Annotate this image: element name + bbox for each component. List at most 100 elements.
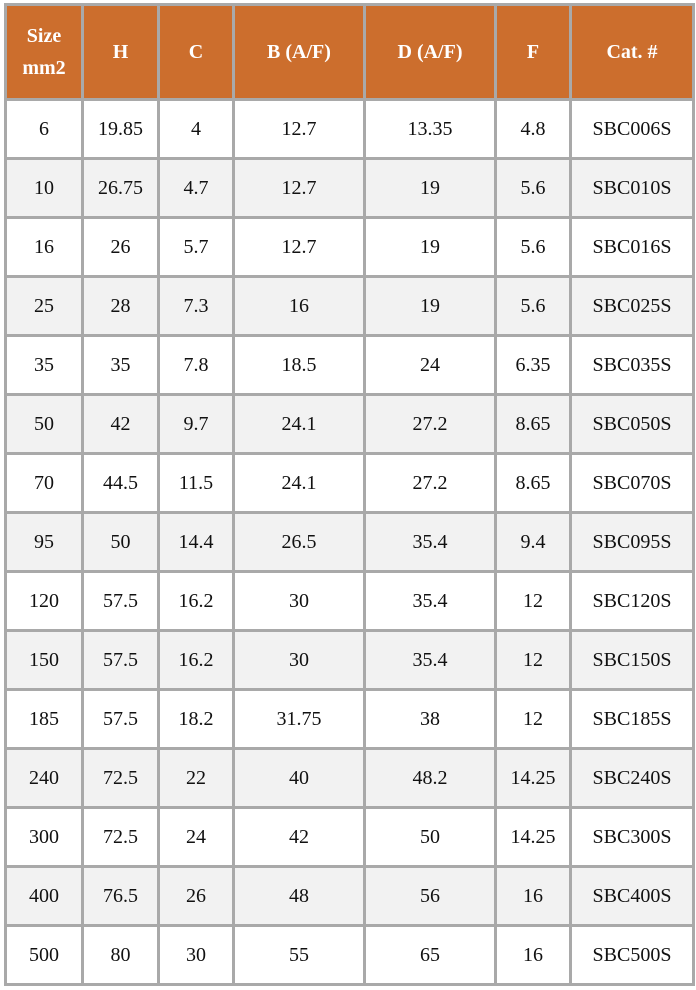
cell-cat: SBC150S: [569, 629, 695, 691]
header-size-line2: mm2: [22, 57, 66, 79]
cell-c: 30: [157, 924, 235, 986]
cell-b: 12.7: [232, 216, 366, 278]
cell-size: 240: [4, 747, 84, 809]
cell-h: 44.5: [81, 452, 160, 514]
cell-f: 5.6: [494, 157, 572, 219]
cell-c: 5.7: [157, 216, 235, 278]
specs-table: Size mm2 H C B (A/F) D (A/F) F Cat. # 6 19…: [4, 3, 695, 986]
cell-h: 19.85: [81, 98, 160, 160]
header-f: F: [494, 3, 572, 101]
table-row: 185 57.5 18.2 31.75 38 12 SBC185S: [4, 688, 695, 750]
cell-size: 25: [4, 275, 84, 337]
cell-h: 80: [81, 924, 160, 986]
table-row: 240 72.5 22 40 48.2 14.25 SBC240S: [4, 747, 695, 809]
cell-h: 76.5: [81, 865, 160, 927]
cell-f: 4.8: [494, 98, 572, 160]
cell-b: 12.7: [232, 98, 366, 160]
cell-b: 16: [232, 275, 366, 337]
table-row: 35 35 7.8 18.5 24 6.35 SBC035S: [4, 334, 695, 396]
cell-d: 19: [363, 216, 497, 278]
cell-h: 50: [81, 511, 160, 573]
cell-b: 30: [232, 629, 366, 691]
cell-size: 10: [4, 157, 84, 219]
cell-h: 35: [81, 334, 160, 396]
header-size-line1: Size: [26, 25, 62, 47]
cell-f: 14.25: [494, 747, 572, 809]
cell-cat: SBC240S: [569, 747, 695, 809]
cell-b: 24.1: [232, 452, 366, 514]
cell-c: 16.2: [157, 570, 235, 632]
cell-f: 8.65: [494, 452, 572, 514]
table-row: 500 80 30 55 65 16 SBC500S: [4, 924, 695, 986]
cell-b: 26.5: [232, 511, 366, 573]
table-row: 10 26.75 4.7 12.7 19 5.6 SBC010S: [4, 157, 695, 219]
cell-h: 57.5: [81, 688, 160, 750]
cell-size: 16: [4, 216, 84, 278]
cell-f: 12: [494, 570, 572, 632]
cell-cat: SBC500S: [569, 924, 695, 986]
cell-cat: SBC025S: [569, 275, 695, 337]
table-row: 300 72.5 24 42 50 14.25 SBC300S: [4, 806, 695, 868]
cell-c: 9.7: [157, 393, 235, 455]
table-row: 150 57.5 16.2 30 35.4 12 SBC150S: [4, 629, 695, 691]
cell-d: 35.4: [363, 570, 497, 632]
cell-c: 16.2: [157, 629, 235, 691]
cell-h: 57.5: [81, 570, 160, 632]
cell-h: 72.5: [81, 806, 160, 868]
cell-b: 12.7: [232, 157, 366, 219]
cell-b: 55: [232, 924, 366, 986]
cell-d: 27.2: [363, 452, 497, 514]
header-size: Size mm2: [4, 3, 84, 101]
cell-cat: SBC010S: [569, 157, 695, 219]
cell-size: 300: [4, 806, 84, 868]
cell-cat: SBC300S: [569, 806, 695, 868]
cell-size: 95: [4, 511, 84, 573]
cell-d: 13.35: [363, 98, 497, 160]
header-b: B (A/F): [232, 3, 366, 101]
cell-b: 48: [232, 865, 366, 927]
cell-f: 9.4: [494, 511, 572, 573]
cell-f: 16: [494, 924, 572, 986]
cell-c: 22: [157, 747, 235, 809]
cell-c: 7.8: [157, 334, 235, 396]
table-row: 6 19.85 4 12.7 13.35 4.8 SBC006S: [4, 98, 695, 160]
cell-c: 4: [157, 98, 235, 160]
cell-b: 30: [232, 570, 366, 632]
cell-cat: SBC016S: [569, 216, 695, 278]
header-c: C: [157, 3, 235, 101]
cell-h: 26: [81, 216, 160, 278]
cell-cat: SBC050S: [569, 393, 695, 455]
cell-size: 70: [4, 452, 84, 514]
cell-size: 50: [4, 393, 84, 455]
cell-f: 8.65: [494, 393, 572, 455]
cell-size: 500: [4, 924, 84, 986]
cell-cat: SBC095S: [569, 511, 695, 573]
cell-d: 48.2: [363, 747, 497, 809]
cell-b: 40: [232, 747, 366, 809]
table-row: 50 42 9.7 24.1 27.2 8.65 SBC050S: [4, 393, 695, 455]
cell-h: 72.5: [81, 747, 160, 809]
cell-d: 19: [363, 157, 497, 219]
cell-size: 120: [4, 570, 84, 632]
table-row: 400 76.5 26 48 56 16 SBC400S: [4, 865, 695, 927]
header-cat: Cat. #: [569, 3, 695, 101]
table-row: 95 50 14.4 26.5 35.4 9.4 SBC095S: [4, 511, 695, 573]
cell-c: 26: [157, 865, 235, 927]
cell-h: 26.75: [81, 157, 160, 219]
cell-h: 42: [81, 393, 160, 455]
cell-f: 14.25: [494, 806, 572, 868]
cell-size: 6: [4, 98, 84, 160]
table-row: 70 44.5 11.5 24.1 27.2 8.65 SBC070S: [4, 452, 695, 514]
cell-h: 28: [81, 275, 160, 337]
cell-size: 35: [4, 334, 84, 396]
table-row: 25 28 7.3 16 19 5.6 SBC025S: [4, 275, 695, 337]
cell-c: 11.5: [157, 452, 235, 514]
header-row: Size mm2 H C B (A/F) D (A/F) F Cat. #: [4, 3, 695, 101]
cell-f: 6.35: [494, 334, 572, 396]
cell-f: 12: [494, 629, 572, 691]
cell-cat: SBC185S: [569, 688, 695, 750]
cell-size: 400: [4, 865, 84, 927]
cell-size: 185: [4, 688, 84, 750]
cell-c: 24: [157, 806, 235, 868]
cell-c: 18.2: [157, 688, 235, 750]
